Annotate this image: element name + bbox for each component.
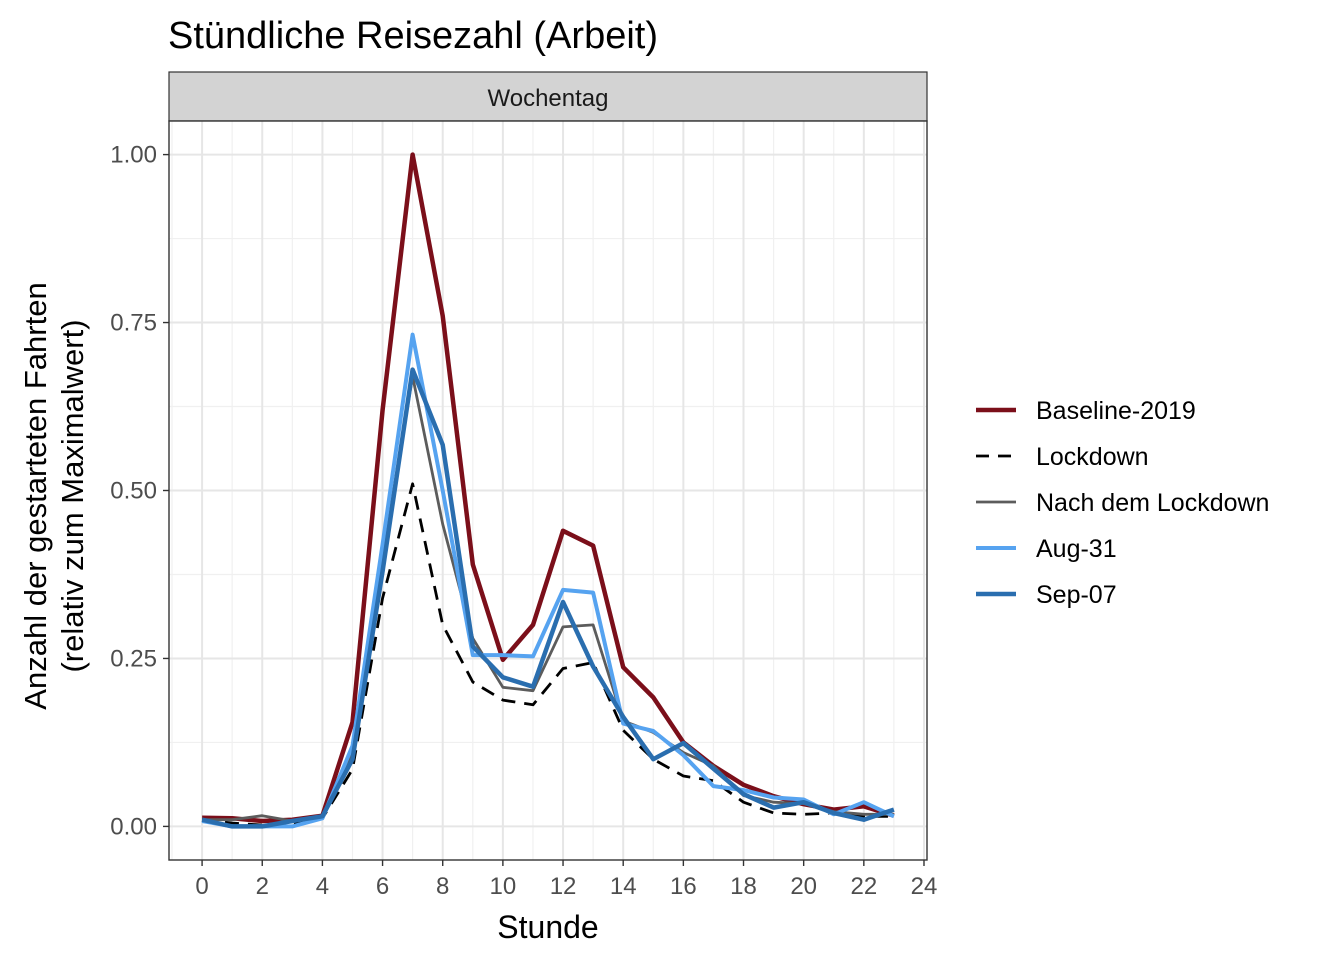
x-tick-label: 8 xyxy=(436,873,449,900)
legend-label: Sep-07 xyxy=(1036,581,1117,609)
y-tick-label: 0.75 xyxy=(110,310,157,337)
series-line-aug-31 xyxy=(201,332,895,829)
y-tick-label: 0.25 xyxy=(110,645,157,672)
facet-label: Wochentag xyxy=(488,85,609,112)
x-tick-label: 20 xyxy=(790,873,817,900)
x-tick-label: 16 xyxy=(670,873,697,900)
x-tick-label: 4 xyxy=(316,873,329,900)
x-axis: 0 2 4 6 8 10 12 14 16 18 20 22 24 xyxy=(195,860,937,900)
y-axis-title-line2: (relativ zum Maximalwert) xyxy=(55,319,90,672)
x-tick-label: 18 xyxy=(730,873,757,900)
x-tick-label: 12 xyxy=(550,873,577,900)
legend-label: Lockdown xyxy=(1036,443,1149,471)
facet-strip xyxy=(168,71,928,122)
x-tick-label: 22 xyxy=(850,873,877,900)
y-tick-label: 0.00 xyxy=(110,813,157,840)
y-axis: 0.00 0.25 0.50 0.75 1.00 xyxy=(110,142,169,840)
x-tick-label: 6 xyxy=(376,873,389,900)
legend-label: Baseline-2019 xyxy=(1036,397,1196,425)
x-tick-label: 2 xyxy=(256,873,269,900)
series-lines xyxy=(201,152,895,829)
x-tick-label: 24 xyxy=(911,873,938,900)
y-tick-label: 1.00 xyxy=(110,142,157,169)
legend-label: Nach dem Lockdown xyxy=(1036,489,1269,517)
y-tick-label: 0.50 xyxy=(110,478,157,505)
series-line-sep-07 xyxy=(201,367,895,829)
legend: Baseline-2019 Lockdown Nach dem Lockdown Au… xyxy=(976,397,1269,609)
x-tick-label: 14 xyxy=(610,873,637,900)
x-axis-title: Stunde xyxy=(497,909,598,945)
y-axis-title-line1: Anzahl der gestarteten Fahrten xyxy=(18,282,53,709)
x-tick-label: 0 xyxy=(195,873,208,900)
chart-title: Stündliche Reisezahl (Arbeit) xyxy=(168,15,658,57)
legend-label: Aug-31 xyxy=(1036,535,1117,563)
x-tick-label: 10 xyxy=(490,873,517,900)
